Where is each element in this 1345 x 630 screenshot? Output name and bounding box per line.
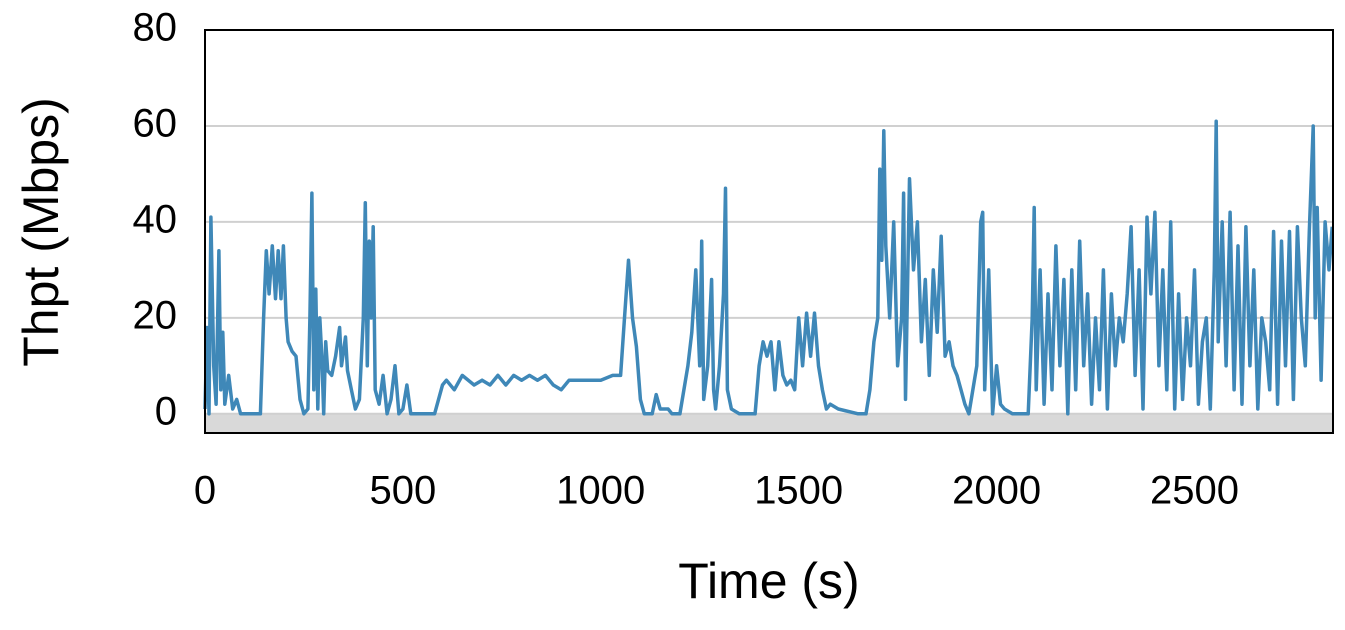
y-tick-label: 60 (133, 102, 178, 146)
x-tick-label: 2500 (1150, 469, 1239, 513)
x-tick-label: 2000 (952, 469, 1041, 513)
baseline-band (205, 413, 1333, 433)
x-tick-label: 0 (194, 469, 216, 513)
x-tick-label: 1000 (556, 469, 645, 513)
y-axis-title: Thpt (Mbps) (13, 97, 69, 367)
x-tick-label: 1500 (754, 469, 843, 513)
y-tick-label: 20 (133, 293, 178, 337)
plot-border (204, 29, 1334, 434)
y-tick-label: 40 (133, 197, 178, 241)
y-tick-label: 0 (155, 389, 177, 433)
y-tick-label: 80 (133, 6, 178, 50)
x-tick-label: 500 (370, 469, 437, 513)
x-axis-title: Time (s) (678, 553, 859, 609)
data-line (203, 119, 1334, 416)
